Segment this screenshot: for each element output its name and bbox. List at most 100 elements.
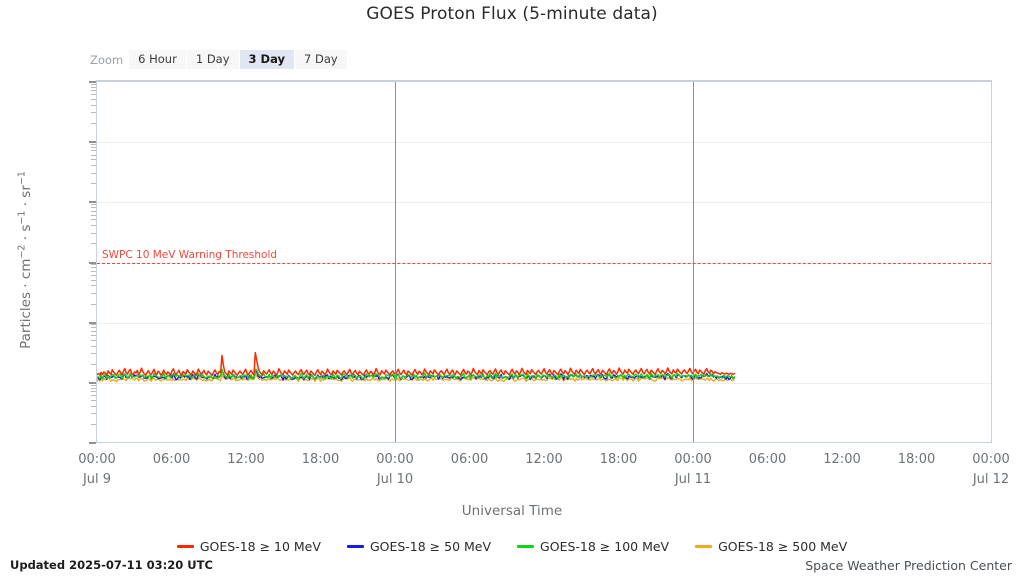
legend-swatch-50mev bbox=[346, 545, 364, 548]
plot-area[interactable]: SWPC 10 MeV Warning Threshold bbox=[96, 80, 992, 443]
x-axis-tick-label: 18:00 bbox=[897, 452, 936, 467]
y-axis-minor-tick bbox=[91, 387, 96, 389]
legend-label-10mev: GOES-18 ≥ 10 MeV bbox=[199, 539, 321, 554]
warning-threshold-label: SWPC 10 MeV Warning Threshold bbox=[102, 248, 278, 261]
y-axis-minor-tick bbox=[91, 210, 96, 212]
y-axis-minor-tick bbox=[91, 219, 96, 221]
x-axis-tick-label: 12:00 bbox=[525, 452, 563, 467]
y-axis-minor-tick bbox=[91, 330, 96, 332]
y-axis-minor-tick bbox=[91, 327, 96, 329]
y-axis-minor-tick bbox=[91, 86, 96, 88]
y-axis-minor-tick bbox=[91, 335, 96, 336]
x-axis-tick-label: 12:00 bbox=[823, 452, 861, 467]
gridline-horizontal bbox=[97, 382, 991, 384]
legend-item-500mev[interactable]: GOES-18 ≥ 500 MeV bbox=[695, 539, 847, 554]
y-axis-title: Particles · cm−2 · s−1 · sr−1 bbox=[16, 171, 35, 349]
y-axis-minor-tick bbox=[91, 232, 96, 234]
y-axis-minor-tick bbox=[91, 90, 96, 92]
legend-swatch-500mev bbox=[695, 545, 713, 548]
y-axis-tick-mark bbox=[89, 381, 96, 384]
warning-threshold-line bbox=[97, 262, 991, 264]
y-axis-minor-tick bbox=[91, 270, 96, 272]
day-divider-line bbox=[693, 82, 694, 442]
y-axis-minor-tick bbox=[91, 339, 96, 341]
y-axis-minor-tick bbox=[91, 292, 96, 294]
y-axis-minor-tick bbox=[91, 154, 96, 156]
legend-swatch-10mev bbox=[176, 545, 194, 548]
zoom-range-controls: Zoom 6 Hour 1 Day 3 Day 7 Day bbox=[90, 50, 347, 69]
y-axis-minor-tick bbox=[91, 172, 96, 174]
y-axis-minor-tick bbox=[91, 243, 96, 245]
legend-item-100mev[interactable]: GOES-18 ≥ 100 MeV bbox=[517, 539, 669, 554]
y-axis-minor-tick bbox=[91, 207, 96, 209]
zoom-button-1-day[interactable]: 1 Day bbox=[186, 50, 240, 69]
y-axis-tick-mark bbox=[89, 81, 96, 83]
y-axis-minor-tick bbox=[91, 159, 96, 161]
y-axis-minor-tick bbox=[91, 395, 96, 397]
day-divider-line bbox=[395, 82, 396, 442]
y-axis-minor-tick bbox=[91, 423, 96, 425]
gridline-horizontal bbox=[97, 142, 991, 144]
legend: GOES-18 ≥ 10 MeV GOES-18 ≥ 50 MeV GOES-1… bbox=[0, 539, 1024, 554]
y-axis-minor-tick bbox=[91, 143, 96, 145]
y-axis-minor-tick bbox=[91, 225, 96, 227]
x-axis-tick-label: 12:00 bbox=[227, 452, 265, 467]
legend-label-50mev: GOES-18 ≥ 50 MeV bbox=[369, 539, 492, 554]
y-axis-minor-tick bbox=[91, 99, 96, 101]
y-axis-minor-tick bbox=[91, 353, 96, 355]
y-axis-minor-tick bbox=[91, 146, 96, 148]
zoom-label: Zoom bbox=[90, 52, 124, 67]
y-axis-tick-mark bbox=[89, 261, 96, 264]
x-axis-tick-label: 06:00 bbox=[748, 452, 787, 467]
y-axis-minor-tick bbox=[91, 345, 96, 347]
y-axis-tick-mark bbox=[89, 141, 96, 144]
x-axis-tick-label: 00:00 bbox=[972, 452, 1010, 467]
x-axis-tick-label: 00:00 bbox=[78, 452, 116, 467]
legend-item-10mev[interactable]: GOES-18 ≥ 10 MeV bbox=[176, 539, 321, 554]
legend-label-500mev: GOES-18 ≥ 500 MeV bbox=[718, 539, 848, 554]
series-line-10mev bbox=[97, 351, 736, 377]
y-axis-minor-tick bbox=[91, 214, 96, 216]
legend-item-50mev[interactable]: GOES-18 ≥ 50 MeV bbox=[346, 539, 492, 554]
legend-swatch-100mev bbox=[517, 545, 535, 548]
y-axis-tick-mark bbox=[89, 321, 96, 324]
y-axis-minor-tick bbox=[91, 405, 96, 407]
y-axis-minor-tick bbox=[91, 94, 96, 96]
y-axis-minor-tick bbox=[91, 363, 96, 365]
y-axis-minor-tick bbox=[91, 183, 96, 185]
gridline-horizontal bbox=[97, 202, 991, 204]
x-axis-tick-label: 06:00 bbox=[152, 452, 191, 467]
footer-source-attribution: Space Weather Prediction Center bbox=[805, 558, 1012, 573]
y-axis-minor-tick bbox=[91, 150, 96, 152]
x-axis-tick-label: 18:00 bbox=[301, 452, 340, 467]
y-axis-tick-mark bbox=[89, 442, 96, 444]
y-axis-minor-tick bbox=[91, 267, 96, 269]
y-axis-minor-tick bbox=[91, 104, 96, 106]
y-axis-minor-tick bbox=[91, 204, 96, 206]
y-axis-minor-tick bbox=[91, 123, 96, 125]
data-series-plot bbox=[97, 351, 736, 383]
footer-updated-timestamp: Updated 2025-07-11 03:20 UTC bbox=[10, 558, 213, 572]
y-axis-minor-tick bbox=[91, 399, 96, 401]
x-axis-date-label: Jul 10 bbox=[376, 472, 414, 487]
y-axis-minor-tick bbox=[91, 112, 96, 114]
y-axis-minor-tick bbox=[91, 165, 96, 167]
x-axis-date-label: Jul 12 bbox=[972, 472, 1010, 487]
y-axis-minor-tick bbox=[91, 391, 96, 393]
x-axis-title: Universal Time bbox=[461, 503, 563, 519]
gridline-horizontal bbox=[97, 322, 991, 324]
x-axis-date-label: Jul 9 bbox=[82, 472, 112, 487]
x-axis-tick-label: 00:00 bbox=[674, 452, 712, 467]
y-axis-minor-tick bbox=[91, 279, 96, 281]
y-axis-minor-tick bbox=[91, 324, 96, 326]
x-axis-tick-label: 00:00 bbox=[376, 452, 414, 467]
series-line-100mev bbox=[97, 368, 736, 380]
y-axis-minor-tick bbox=[91, 413, 96, 415]
zoom-button-7-day[interactable]: 7 Day bbox=[295, 50, 347, 69]
zoom-button-3-day[interactable]: 3 Day bbox=[239, 50, 295, 69]
y-axis-minor-tick bbox=[91, 264, 96, 266]
page-title: GOES Proton Flux (5-minute data) bbox=[366, 4, 658, 24]
y-axis-minor-tick bbox=[91, 83, 96, 85]
zoom-button-6-hour[interactable]: 6 Hour bbox=[129, 50, 187, 69]
y-axis-minor-tick bbox=[91, 274, 96, 276]
